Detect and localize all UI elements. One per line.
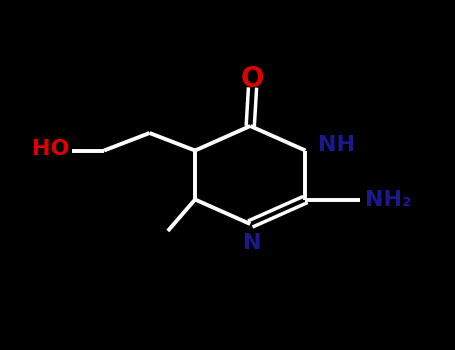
Text: HO: HO — [32, 139, 70, 159]
Text: N: N — [243, 233, 262, 253]
Text: NH₂: NH₂ — [364, 189, 411, 210]
Text: NH: NH — [318, 135, 355, 155]
Text: O: O — [241, 65, 264, 93]
